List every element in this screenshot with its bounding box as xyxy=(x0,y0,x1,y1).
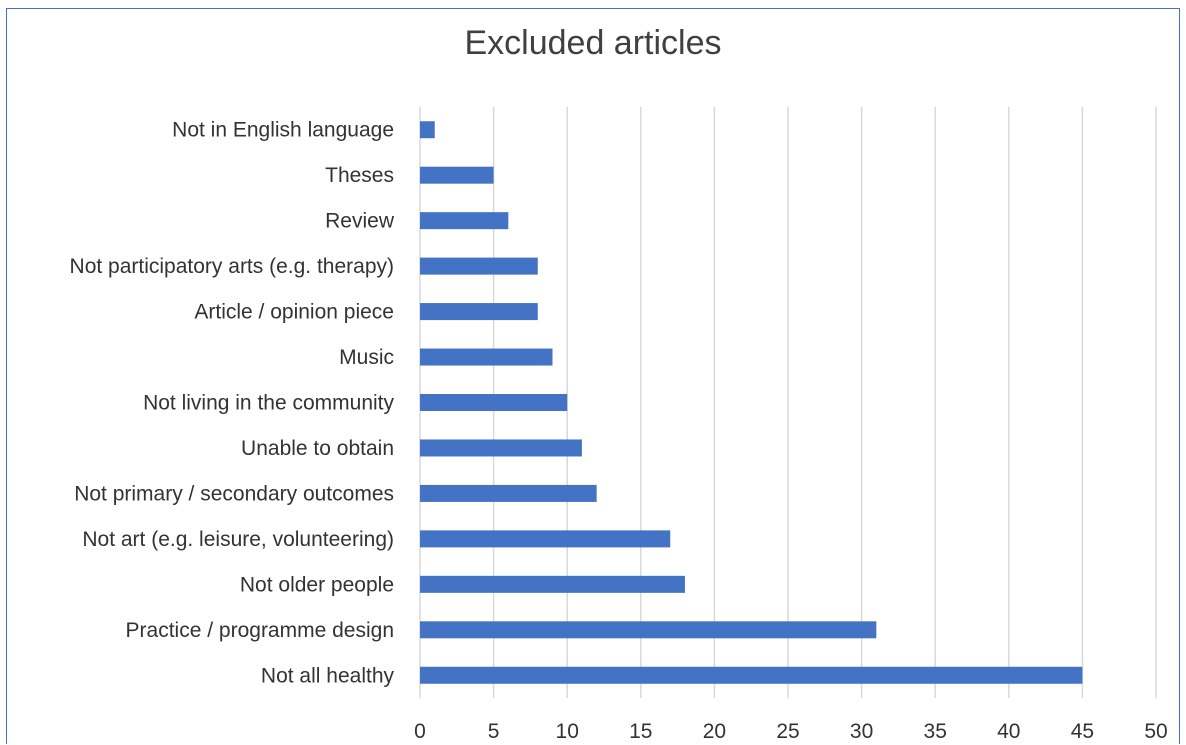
bar xyxy=(420,621,877,639)
bar xyxy=(420,303,538,321)
x-tick-label: 45 xyxy=(1071,720,1094,743)
category-label: Practice / programme design xyxy=(126,619,394,642)
x-axis-tick-labels: 0 5 10 15 20 25 30 35 40 45 50 xyxy=(414,720,1168,743)
x-tick-label: 25 xyxy=(776,720,799,743)
bar xyxy=(420,348,553,366)
category-label: Not art (e.g. leisure, volunteering) xyxy=(82,528,394,551)
grid-lines xyxy=(419,107,1157,698)
category-label: Not living in the community xyxy=(143,392,394,415)
category-label: Not primary / secondary outcomes xyxy=(74,482,394,505)
category-label: Not in English language xyxy=(172,119,394,142)
chart-title: Excluded articles xyxy=(464,24,722,62)
bar xyxy=(420,530,671,548)
x-tick-label: 20 xyxy=(703,720,726,743)
x-tick-label: 15 xyxy=(629,720,652,743)
x-tick-label: 35 xyxy=(924,720,947,743)
bars xyxy=(420,121,1083,684)
category-label: Not all healthy xyxy=(261,664,395,687)
category-label: Article / opinion piece xyxy=(194,301,394,324)
bar xyxy=(420,394,568,411)
category-label: Not participatory arts (e.g. therapy) xyxy=(70,255,394,278)
x-tick-label: 10 xyxy=(556,720,579,743)
category-label: Not older people xyxy=(240,573,394,596)
category-label: Unable to obtain xyxy=(241,437,394,460)
bar xyxy=(420,666,1083,684)
x-tick-label: 0 xyxy=(414,720,426,743)
category-label: Theses xyxy=(325,164,394,187)
category-labels: Not in English language Theses Review Not p… xyxy=(70,119,395,688)
x-tick-label: 50 xyxy=(1144,720,1167,743)
bar xyxy=(420,212,509,230)
bar xyxy=(420,166,494,184)
bar xyxy=(420,121,435,139)
category-label: Music xyxy=(339,346,394,369)
category-label: Review xyxy=(325,210,395,233)
bar xyxy=(420,257,538,275)
bar xyxy=(420,439,582,457)
bar xyxy=(420,575,685,593)
x-tick-label: 30 xyxy=(850,720,873,743)
x-tick-label: 40 xyxy=(997,720,1020,743)
x-tick-label: 5 xyxy=(488,720,500,743)
bar xyxy=(420,484,597,502)
